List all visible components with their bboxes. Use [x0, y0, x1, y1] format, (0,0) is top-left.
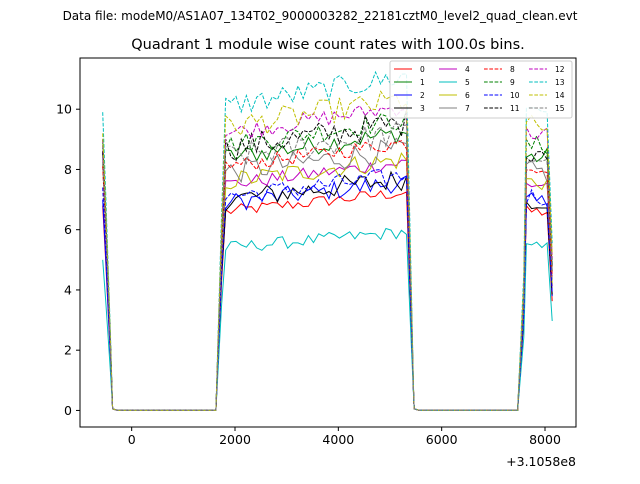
- legend-label-14: 14: [555, 91, 565, 100]
- legend-label-12: 12: [555, 65, 565, 74]
- y-tick-label: 0: [64, 403, 72, 418]
- legend-label-13: 13: [555, 78, 565, 87]
- series-line-8: [102, 140, 553, 411]
- chart-title: Quadrant 1 module wise count rates with …: [131, 37, 525, 53]
- series-line-13: [102, 70, 553, 411]
- x-tick-label: 8000: [529, 432, 561, 447]
- y-tick-label: 2: [64, 343, 72, 358]
- series-line-11: [102, 110, 553, 411]
- series-line-0: [102, 190, 553, 411]
- legend-label-3: 3: [420, 104, 425, 113]
- series-line-2: [102, 175, 553, 411]
- legend-label-7: 7: [465, 104, 470, 113]
- legend-label-4: 4: [465, 65, 470, 74]
- suptitle: Data file: modeM0/AS1A07_134T02_90000032…: [63, 9, 578, 23]
- series-line-14: [102, 90, 553, 411]
- legend-label-8: 8: [510, 65, 515, 74]
- x-tick-label: 6000: [426, 432, 458, 447]
- plot-area: [102, 70, 553, 411]
- series-line-12: [102, 105, 553, 411]
- series-line-3: [102, 151, 553, 411]
- x-tick-label: 0: [128, 432, 136, 447]
- y-tick-label: 6: [64, 222, 72, 237]
- legend-label-0: 0: [420, 65, 425, 74]
- legend-label-9: 9: [510, 78, 515, 87]
- legend-label-2: 2: [420, 91, 425, 100]
- legend-label-11: 11: [510, 104, 520, 113]
- x-tick-label: 4000: [322, 432, 354, 447]
- legend-label-5: 5: [465, 78, 470, 87]
- y-tick-label: 4: [64, 282, 72, 297]
- legend-label-10: 10: [510, 91, 520, 100]
- series-line-7: [102, 137, 553, 411]
- axes-frame: [79, 57, 577, 428]
- y-tick-label: 10: [56, 102, 72, 117]
- legend-box: [389, 60, 573, 119]
- x-tick-label: 2000: [219, 432, 251, 447]
- legend-label-15: 15: [555, 104, 565, 113]
- y-tick-label: 8: [64, 162, 72, 177]
- series-line-10: [102, 168, 553, 411]
- legend-label-1: 1: [420, 78, 425, 87]
- series-line-5: [102, 227, 553, 411]
- series-line-9: [102, 110, 553, 411]
- series-line-1: [102, 128, 553, 411]
- legend-label-6: 6: [465, 91, 470, 100]
- x-axis-offset-label: +3.1058e8: [506, 454, 576, 469]
- series-line-15: [102, 121, 553, 411]
